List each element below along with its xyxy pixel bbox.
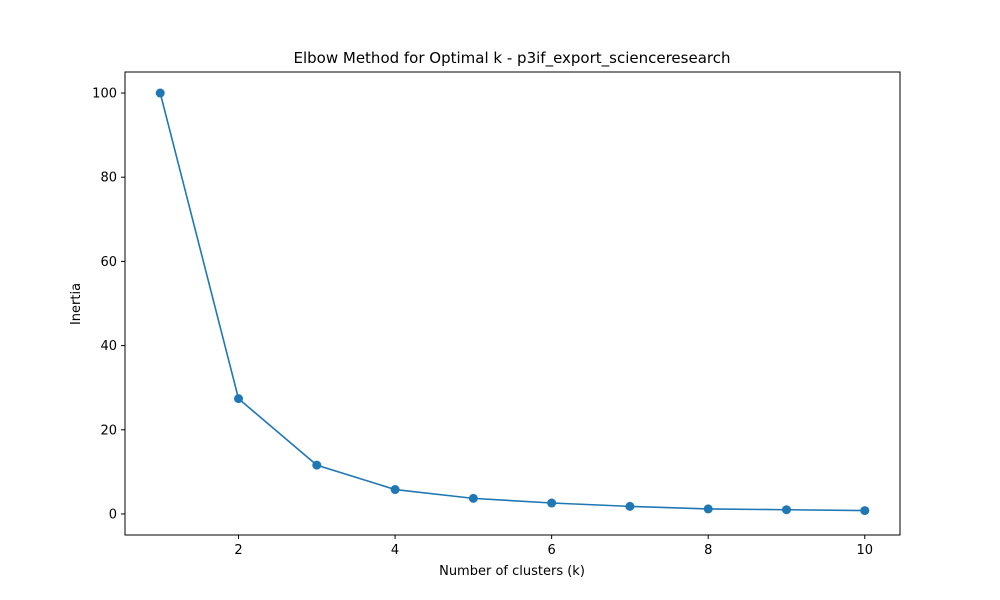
x-axis-label: Number of clusters (k) <box>439 564 585 579</box>
data-point <box>390 485 400 495</box>
y-tick-label: 20 <box>100 423 117 438</box>
x-tick-label: 4 <box>391 543 399 558</box>
plot-frame <box>124 71 901 536</box>
x-tick-label: 8 <box>704 543 712 558</box>
y-tick-label: 100 <box>92 87 117 102</box>
x-axis: 2 4 6 8 10 <box>234 535 873 558</box>
data-point <box>781 505 791 515</box>
y-axis: 0 20 40 60 80 100 <box>92 87 125 522</box>
y-tick-label: 80 <box>100 171 117 186</box>
chart-title: Elbow Method for Optimal k - p3if_export… <box>294 49 731 68</box>
x-tick-label: 10 <box>856 543 873 558</box>
y-tick-label: 40 <box>100 339 117 354</box>
y-tick-label: 60 <box>100 255 117 270</box>
x-tick-label: 6 <box>548 543 556 558</box>
y-axis-label: Inertia <box>69 283 84 325</box>
y-tick-label: 0 <box>109 507 117 522</box>
data-point <box>312 460 322 470</box>
data-point <box>468 493 478 503</box>
data-point <box>703 504 713 514</box>
x-tick-label: 2 <box>234 543 242 558</box>
data-point <box>625 501 635 511</box>
plot-area <box>155 88 870 516</box>
series-line <box>159 92 865 512</box>
data-point <box>234 394 244 404</box>
data-point <box>860 506 870 516</box>
data-point <box>155 88 165 98</box>
data-point <box>547 498 557 508</box>
